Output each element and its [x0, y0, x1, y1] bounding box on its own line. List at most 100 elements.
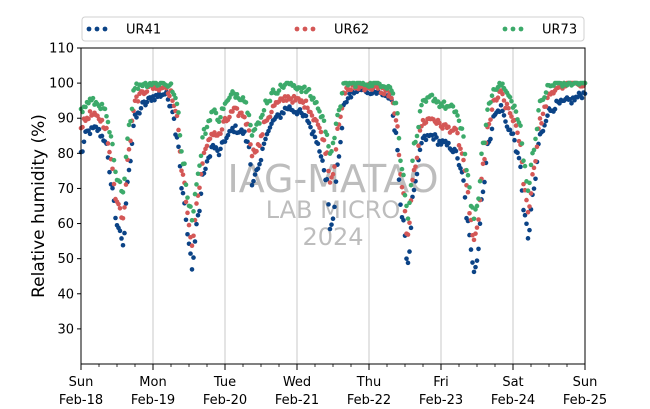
legend-marker	[510, 26, 516, 32]
data-point	[419, 140, 424, 146]
data-point	[401, 172, 406, 178]
data-point	[134, 115, 139, 120]
data-point	[204, 124, 210, 130]
data-point	[257, 143, 262, 149]
data-point	[234, 91, 240, 97]
legend: UR41 UR62 UR73	[81, 16, 585, 42]
data-point	[393, 118, 399, 123]
data-point	[185, 195, 190, 200]
data-point	[248, 122, 253, 128]
data-point	[507, 127, 513, 133]
legend-marker	[86, 26, 92, 32]
data-point	[321, 137, 327, 143]
data-point	[267, 98, 273, 104]
data-point	[407, 200, 412, 206]
watermark: IAG-MATAO LAB MICRO 2024	[227, 157, 438, 251]
data-point	[260, 112, 265, 118]
data-point	[524, 221, 529, 227]
data-point	[108, 134, 114, 139]
data-point	[122, 230, 127, 236]
data-point	[311, 95, 316, 101]
data-point	[135, 86, 141, 92]
series-ur73	[78, 80, 588, 223]
data-point	[315, 141, 321, 147]
data-point	[405, 260, 411, 266]
data-point	[176, 127, 181, 133]
data-point	[263, 136, 268, 142]
data-point	[413, 164, 418, 169]
legend-marker	[302, 26, 308, 32]
data-point	[476, 217, 481, 222]
data-point	[117, 205, 123, 211]
data-point	[482, 140, 487, 146]
data-point	[131, 123, 136, 129]
data-point	[111, 181, 117, 187]
data-point	[218, 131, 223, 137]
data-point	[501, 98, 507, 103]
data-point	[144, 89, 150, 94]
data-point	[500, 81, 505, 87]
data-point	[407, 220, 412, 226]
data-point	[261, 141, 267, 147]
data-point	[404, 256, 409, 261]
data-point	[167, 93, 172, 99]
data-point	[183, 217, 189, 223]
data-point	[527, 227, 532, 233]
data-point	[569, 101, 574, 106]
data-point	[260, 132, 265, 137]
data-point	[119, 236, 124, 241]
data-point	[318, 154, 324, 159]
data-point	[482, 179, 487, 185]
data-point	[495, 95, 501, 101]
x-tick-date: Feb-23	[419, 393, 463, 408]
data-point	[180, 172, 186, 177]
data-point	[543, 104, 549, 109]
data-point	[213, 110, 219, 116]
data-point	[402, 192, 408, 198]
data-point	[528, 162, 534, 168]
data-point	[251, 178, 256, 184]
data-point	[440, 126, 445, 131]
data-point	[117, 228, 123, 234]
data-point	[540, 128, 546, 134]
data-point	[152, 97, 157, 103]
data-point	[113, 169, 118, 175]
data-point	[395, 111, 400, 116]
data-point	[432, 96, 438, 102]
data-point	[462, 151, 468, 157]
data-point	[479, 151, 484, 157]
data-point	[185, 231, 190, 237]
data-point	[189, 218, 195, 223]
data-point	[473, 231, 478, 236]
data-point	[489, 126, 495, 132]
data-point	[257, 161, 262, 167]
data-point	[320, 158, 325, 163]
data-point	[123, 182, 129, 187]
data-point	[441, 99, 447, 104]
data-point	[330, 171, 336, 177]
data-point	[188, 251, 193, 256]
data-point	[321, 118, 327, 124]
data-point	[393, 130, 399, 136]
data-point	[483, 122, 489, 128]
data-point	[230, 109, 235, 114]
data-point	[480, 161, 486, 167]
data-point	[512, 137, 517, 143]
data-point	[338, 139, 343, 145]
data-point	[258, 157, 264, 163]
data-point	[498, 103, 504, 108]
data-point	[531, 147, 537, 153]
data-point	[129, 106, 135, 112]
data-point	[117, 179, 123, 185]
data-point	[474, 203, 480, 209]
data-point	[96, 126, 102, 132]
data-point	[539, 121, 544, 126]
data-point	[533, 158, 538, 164]
y-tick-label: 110	[49, 42, 74, 57]
data-point	[414, 171, 420, 177]
data-point	[467, 210, 472, 216]
data-point	[138, 106, 144, 111]
data-point	[423, 99, 429, 104]
data-point	[302, 84, 307, 90]
